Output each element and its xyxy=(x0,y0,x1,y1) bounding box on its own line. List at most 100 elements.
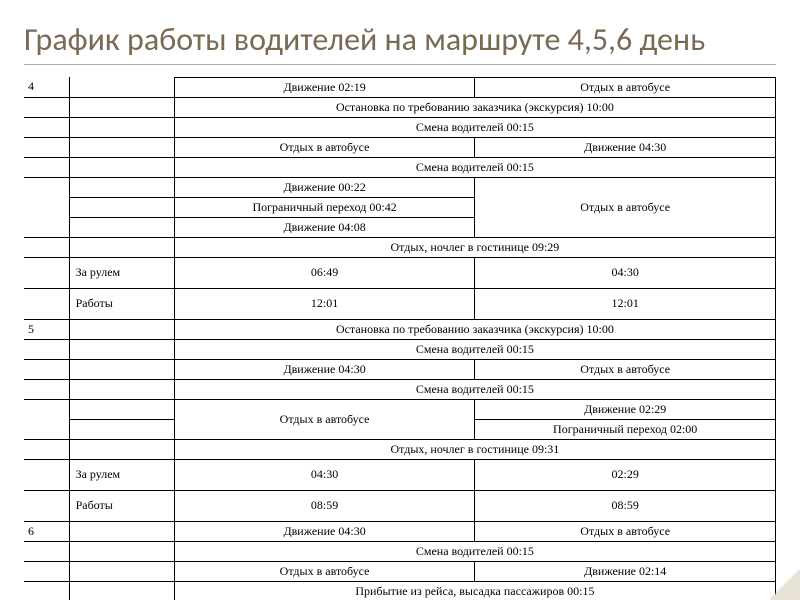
cell: Отдых, ночлег в гостинице 09:29 xyxy=(174,237,775,257)
day-cell xyxy=(24,237,69,257)
cell: Движение 04:08 xyxy=(174,217,475,237)
cell: Движение 04:30 xyxy=(475,137,776,157)
cell: Движение 04:30 xyxy=(174,359,475,379)
label-cell xyxy=(69,541,174,561)
table-row: Отдых, ночлег в гостинице 09:31 xyxy=(24,439,776,459)
day-cell xyxy=(24,177,69,237)
label-cell: За рулем xyxy=(69,459,174,490)
slide: График работы водителей на маршруте 4,5,… xyxy=(0,0,800,600)
label-cell xyxy=(69,157,174,177)
table-row: Работы08:5908:59 xyxy=(24,490,776,521)
cell: 12:01 xyxy=(475,288,776,319)
day-cell xyxy=(24,561,69,581)
schedule-tbody: 4Движение 02:19Отдых в автобусеОстановка… xyxy=(24,77,776,600)
page-curl-icon xyxy=(770,570,800,600)
day-cell xyxy=(24,97,69,117)
table-row: Работы12:0112:01 xyxy=(24,288,776,319)
day-cell xyxy=(24,490,69,521)
table-row: Смена водителей 00:15 xyxy=(24,117,776,137)
table-row: Смена водителей 00:15 xyxy=(24,339,776,359)
label-cell xyxy=(69,137,174,157)
day-cell xyxy=(24,541,69,561)
label-cell xyxy=(69,197,174,217)
table-row: Отдых в автобусеДвижение 02:14 xyxy=(24,561,776,581)
table-row: 4 Движение 02:19Отдых в автобусе xyxy=(24,77,776,97)
table-row: За рулем06:4904:30 xyxy=(24,257,776,288)
schedule-table-wrap: 4Движение 02:19Отдых в автобусеОстановка… xyxy=(24,77,776,600)
day-cell xyxy=(24,339,69,359)
table-row: Отдых, ночлег в гостинице 09:29 xyxy=(24,237,776,257)
cell: 08:59 xyxy=(174,490,475,521)
cell: Отдых, ночлег в гостинице 09:31 xyxy=(174,439,775,459)
cell: Движение 02:29 xyxy=(475,399,776,419)
table-row: Смена водителей 00:15 xyxy=(24,541,776,561)
cell: Пограничный переход 02:00 xyxy=(475,419,776,439)
cell: Смена водителей 00:15 xyxy=(174,541,775,561)
cell: Отдых в автобусе xyxy=(174,137,475,157)
day-cell xyxy=(24,399,69,439)
cell: Отдых в автобусе xyxy=(174,561,475,581)
day-cell xyxy=(24,157,69,177)
table-row: Движение 04:30Отдых в автобусе xyxy=(24,359,776,379)
day-cell: 5 xyxy=(24,319,69,339)
schedule-table: 4Движение 02:19Отдых в автобусеОстановка… xyxy=(24,77,776,600)
label-cell xyxy=(69,521,174,541)
label-cell xyxy=(69,319,174,339)
label-cell xyxy=(69,379,174,399)
cell: 04:30 xyxy=(174,459,475,490)
day-cell: 4 xyxy=(24,77,69,97)
cell: Смена водителей 00:15 xyxy=(174,157,775,177)
table-row: За рулем04:3002:29 xyxy=(24,459,776,490)
label-cell xyxy=(69,359,174,379)
cell: Отдых в автобусе xyxy=(475,521,776,541)
table-row: Прибытие из рейса, высадка пассажиров 00… xyxy=(24,581,776,600)
cell: Отдых в автобусе xyxy=(174,399,475,439)
day-cell xyxy=(24,359,69,379)
label-cell xyxy=(69,419,174,439)
slide-title: График работы водителей на маршруте 4,5,… xyxy=(24,22,776,65)
label-cell xyxy=(69,561,174,581)
cell: Смена водителей 00:15 xyxy=(174,117,775,137)
label-cell xyxy=(69,339,174,359)
label-cell xyxy=(69,399,174,419)
label-cell xyxy=(69,97,174,117)
label-cell xyxy=(69,217,174,237)
cell: Остановка по требованию заказчика (экску… xyxy=(174,319,775,339)
day-cell xyxy=(24,459,69,490)
table-row: Отдых в автобусеДвижение 04:30 xyxy=(24,137,776,157)
label-cell: Работы xyxy=(69,288,174,319)
cell: Отдых в автобусе xyxy=(475,77,776,97)
table-row: Отдых в автобусеДвижение 02:29 xyxy=(24,399,776,419)
table-row: 6 Движение 04:30Отдых в автобусе xyxy=(24,521,776,541)
label-cell xyxy=(69,117,174,137)
day-cell xyxy=(24,288,69,319)
day-cell xyxy=(24,257,69,288)
cell: 06:49 xyxy=(174,257,475,288)
cell: Смена водителей 00:15 xyxy=(174,379,775,399)
day-cell xyxy=(24,439,69,459)
label-cell: Работы xyxy=(69,490,174,521)
table-row: Смена водителей 00:15 xyxy=(24,379,776,399)
label-cell xyxy=(69,177,174,197)
label-cell xyxy=(69,237,174,257)
cell: Отдых в автобусе xyxy=(475,177,776,237)
day-cell xyxy=(24,137,69,157)
cell: Движение 02:19 xyxy=(174,77,475,97)
cell: Смена водителей 00:15 xyxy=(174,339,775,359)
table-row: Движение 00:22Отдых в автобусе xyxy=(24,177,776,197)
cell: 04:30 xyxy=(475,257,776,288)
cell: 02:29 xyxy=(475,459,776,490)
cell: 08:59 xyxy=(475,490,776,521)
label-cell xyxy=(69,581,174,600)
cell: 12:01 xyxy=(174,288,475,319)
cell: Остановка по требованию заказчика (экску… xyxy=(174,97,775,117)
day-cell xyxy=(24,581,69,600)
label-cell xyxy=(69,77,174,97)
cell: Движение 02:14 xyxy=(475,561,776,581)
table-row: 5 Остановка по требованию заказчика (экск… xyxy=(24,319,776,339)
day-cell: 6 xyxy=(24,521,69,541)
cell: Пограничный переход 00:42 xyxy=(174,197,475,217)
cell: Движение 04:30 xyxy=(174,521,475,541)
label-cell xyxy=(69,439,174,459)
table-row: Остановка по требованию заказчика (экску… xyxy=(24,97,776,117)
